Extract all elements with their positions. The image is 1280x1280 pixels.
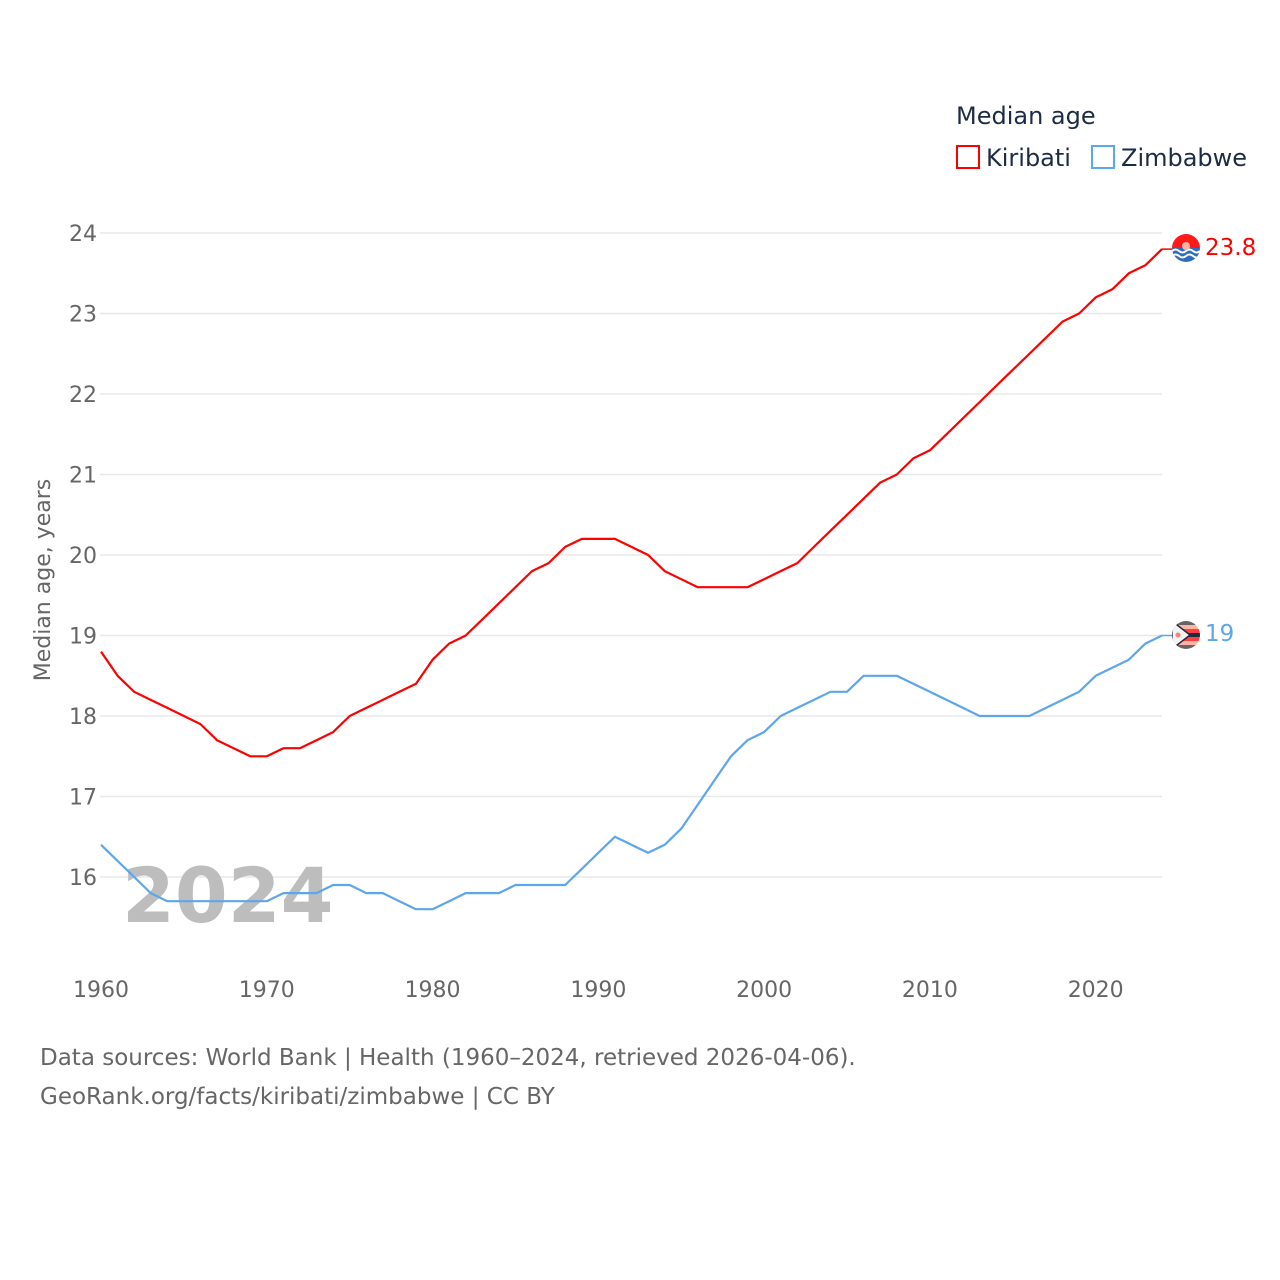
y-tick-label: 21 xyxy=(69,464,97,489)
end-label-kiribati: 23.8 xyxy=(1205,235,1256,261)
legend-item-kiribati[interactable]: Kiribati xyxy=(956,144,1071,172)
legend-swatch xyxy=(1091,145,1115,169)
legend-swatch xyxy=(956,145,980,169)
y-tick-label: 19 xyxy=(69,625,97,650)
legend-label: Zimbabwe xyxy=(1121,144,1247,172)
end-label-zimbabwe: 19 xyxy=(1205,621,1234,647)
x-tick-label: 1990 xyxy=(570,978,626,1003)
x-tick-label: 1980 xyxy=(405,978,461,1003)
x-tick-label: 1970 xyxy=(239,978,295,1003)
y-tick-label: 24 xyxy=(69,222,97,247)
x-tick-label: 2000 xyxy=(736,978,792,1003)
legend-item-zimbabwe[interactable]: Zimbabwe xyxy=(1091,144,1247,172)
zimbabwe-flag-icon xyxy=(1172,621,1200,649)
x-tick-label: 2020 xyxy=(1068,978,1124,1003)
y-tick-label: 18 xyxy=(69,705,97,730)
footer-sources: Data sources: World Bank | Health (1960–… xyxy=(40,1045,856,1071)
y-tick-label: 20 xyxy=(69,544,97,569)
footer-attribution: GeoRank.org/facts/kiribati/zimbabwe | CC… xyxy=(40,1084,555,1110)
x-tick-label: 1960 xyxy=(73,978,129,1003)
kiribati-flag-icon xyxy=(1172,234,1200,262)
y-tick-label: 23 xyxy=(69,303,97,328)
series-line-zimbabwe xyxy=(100,634,1163,911)
y-tick-label: 22 xyxy=(69,383,97,408)
x-tick-label: 2010 xyxy=(902,978,958,1003)
y-tick-label: 17 xyxy=(69,786,97,811)
y-tick-label: 16 xyxy=(69,866,97,891)
series-line-kiribati xyxy=(100,248,1163,758)
y-axis-label: Median age, years xyxy=(31,479,56,682)
legend-label: Kiribati xyxy=(986,144,1071,172)
legend-title: Median age xyxy=(956,102,1096,130)
